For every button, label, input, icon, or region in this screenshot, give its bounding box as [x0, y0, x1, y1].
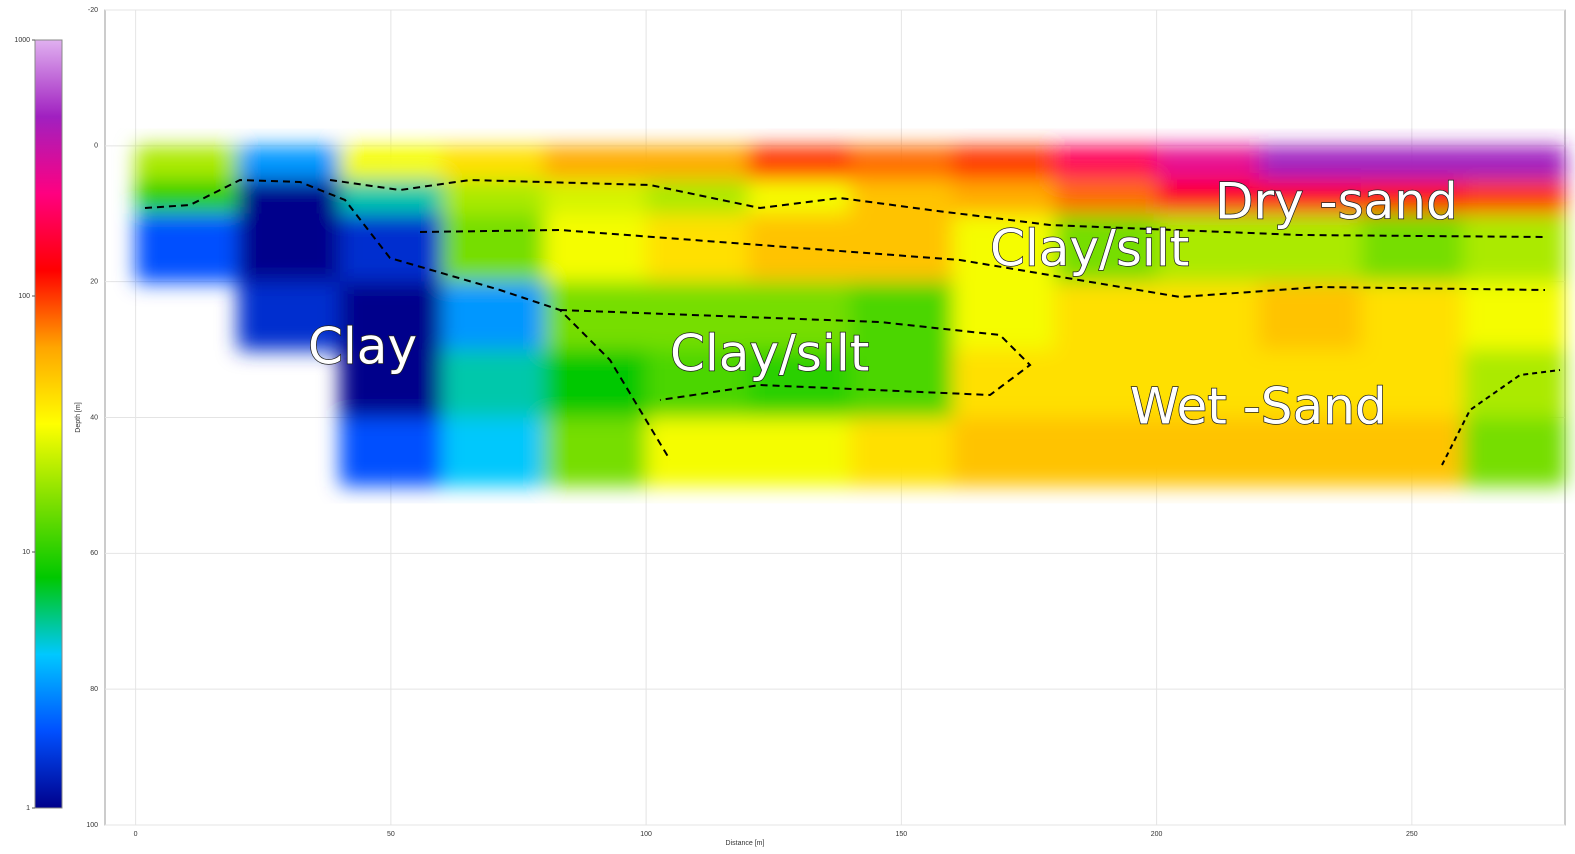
- cell: [646, 214, 749, 283]
- cell: [850, 214, 953, 283]
- cell: [340, 418, 443, 487]
- y-tick-label: 80: [90, 686, 98, 693]
- cell: [1463, 282, 1566, 351]
- cell: [442, 350, 545, 419]
- cell: [1055, 282, 1158, 351]
- cell: [238, 214, 341, 283]
- cell: [442, 146, 545, 181]
- cell: [340, 146, 443, 181]
- cell: [544, 282, 647, 351]
- cell: [136, 214, 239, 283]
- colorbar: [35, 40, 62, 808]
- colorbar-tick-label: 10: [22, 549, 30, 556]
- x-tick-label: 0: [134, 831, 138, 838]
- cell: [748, 180, 851, 215]
- x-tick-label: 250: [1406, 831, 1418, 838]
- cell: [1463, 180, 1566, 215]
- cell: [646, 180, 749, 215]
- colorbar-tick-label: 100: [18, 293, 30, 300]
- cell: [442, 180, 545, 215]
- annotation: Wet -Sand: [1130, 378, 1387, 436]
- cell: [442, 418, 545, 487]
- cell: [1463, 418, 1566, 487]
- cell: [748, 146, 851, 181]
- cell: [1463, 146, 1566, 181]
- x-tick-label: 200: [1151, 831, 1163, 838]
- cell: [136, 146, 239, 181]
- cell: [1463, 350, 1566, 419]
- x-axis-label: Distance [m]: [726, 840, 765, 847]
- cell: [952, 180, 1055, 215]
- y-tick-label: 20: [90, 279, 98, 286]
- cell: [850, 146, 953, 181]
- cell: [1055, 146, 1158, 181]
- cell: [748, 418, 851, 487]
- cell: [442, 282, 545, 351]
- cell: [544, 418, 647, 487]
- x-tick-label: 100: [640, 831, 652, 838]
- cell: [1463, 214, 1566, 283]
- colorbar-tick-label: 1000: [14, 37, 30, 44]
- cell: [442, 214, 545, 283]
- cell: [646, 418, 749, 487]
- annotation: Clay: [308, 318, 417, 376]
- cell: [1361, 282, 1464, 351]
- cell: [340, 214, 443, 283]
- annotation: Clay/silt: [990, 220, 1189, 278]
- y-tick-label: 100: [86, 822, 98, 829]
- cell: [544, 146, 647, 181]
- cell: [952, 146, 1055, 181]
- cell: [136, 180, 239, 215]
- y-axis-label: Depth [m]: [75, 402, 82, 432]
- colorbar-tick-label: 1: [26, 805, 30, 812]
- annotation: Clay/silt: [670, 325, 869, 383]
- x-tick-label: 50: [387, 831, 395, 838]
- cell: [748, 214, 851, 283]
- y-tick-label: -20: [88, 7, 98, 14]
- chart: 0 50 100 150 200 250 -20 0 20 40 60 80 100 Distance […: [0, 0, 1575, 849]
- cell: [238, 180, 341, 215]
- cell: [952, 418, 1055, 487]
- y-tick-label: 0: [94, 143, 98, 150]
- cell: [646, 146, 749, 181]
- cell: [1055, 180, 1158, 215]
- y-tick-label: 60: [90, 550, 98, 557]
- x-tick-label: 150: [896, 831, 908, 838]
- annotation: Dry -sand: [1215, 173, 1458, 231]
- cell: [544, 350, 647, 419]
- cell: [850, 180, 953, 215]
- cell: [850, 418, 953, 487]
- cell: [340, 180, 443, 215]
- y-tick-label: 40: [90, 414, 98, 421]
- cell: [952, 350, 1055, 419]
- cell: [544, 214, 647, 283]
- cell: [1259, 282, 1362, 351]
- cell: [238, 146, 341, 181]
